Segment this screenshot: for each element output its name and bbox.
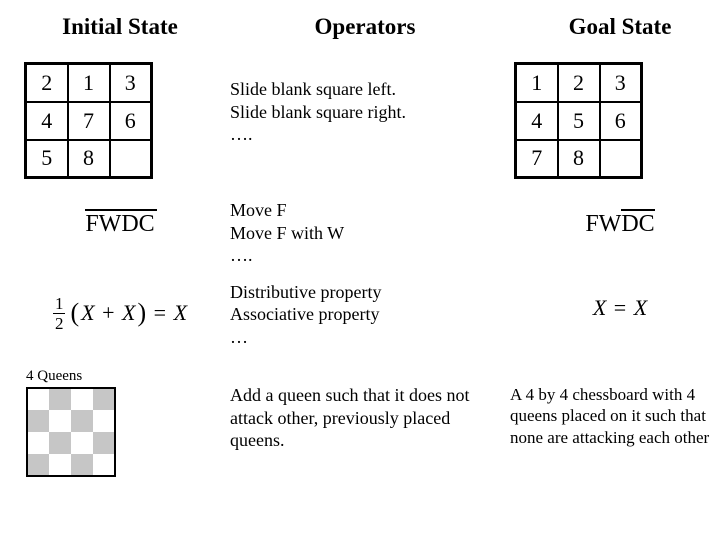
algebra-goal: X = X	[510, 277, 720, 359]
puzzle-cell: 6	[600, 102, 642, 140]
queens-operators: Add a queen such that it does not attack…	[230, 358, 500, 487]
fraction-icon: 12	[53, 295, 66, 332]
header-goal: Goal State	[510, 14, 720, 40]
puzzle-cell: 2	[558, 64, 600, 102]
math-expression: X = X	[593, 295, 647, 321]
operator-line: …	[230, 326, 500, 349]
puzzle-cell: 7	[516, 140, 558, 178]
operator-line: Slide blank square right.	[230, 101, 500, 124]
puzzle-cell: 3	[600, 64, 642, 102]
puzzle-cell: 5	[26, 140, 68, 178]
fwdc-label: FWDC	[585, 211, 654, 238]
fwdc-goal: FWDC	[510, 189, 720, 277]
puzzle-operators: Slide blank square left. Slide blank squ…	[230, 52, 500, 189]
puzzle-cell	[600, 140, 642, 178]
puzzle-cell: 4	[516, 102, 558, 140]
fwdc-operators: Move F Move F with W ….	[230, 189, 500, 277]
puzzle-cell: 4	[26, 102, 68, 140]
queens-initial: 4 Queens	[20, 358, 220, 487]
header-operators: Operators	[230, 14, 500, 40]
header-initial: Initial State	[20, 14, 220, 40]
fwdc-text: FWDC	[85, 211, 154, 237]
operator-line: Move F	[230, 199, 500, 222]
operator-line: Associative property	[230, 303, 500, 326]
overline-icon	[621, 209, 655, 211]
overline-icon	[85, 209, 157, 211]
puzzle-goal: 1 2 3 4 5 6 7 8	[510, 52, 720, 189]
queens-label: 4 Queens	[26, 368, 220, 385]
puzzle-cell: 5	[558, 102, 600, 140]
puzzle-cell: 6	[110, 102, 152, 140]
puzzle-cell: 3	[110, 64, 152, 102]
puzzle-cell: 8	[558, 140, 600, 178]
puzzle-initial: 2 1 3 4 7 6 5 8	[20, 52, 220, 189]
puzzle-cell: 2	[26, 64, 68, 102]
math-expression: 12 ( X + X ) = X	[53, 295, 187, 332]
operator-line: Distributive property	[230, 281, 500, 304]
fwdc-label: FWDC	[85, 211, 154, 238]
goal-text: A 4 by 4 chessboard with 4 queens placed…	[510, 384, 720, 448]
operator-line: ….	[230, 244, 500, 267]
puzzle-grid-goal: 1 2 3 4 5 6 7 8	[514, 62, 643, 179]
puzzle-grid-initial: 2 1 3 4 7 6 5 8	[24, 62, 153, 179]
puzzle-cell: 8	[68, 140, 110, 178]
queens-goal: A 4 by 4 chessboard with 4 queens placed…	[510, 358, 720, 487]
operator-line: Move F with W	[230, 222, 500, 245]
algebra-operators: Distributive property Associative proper…	[230, 277, 500, 359]
puzzle-cell: 1	[68, 64, 110, 102]
fwdc-initial: FWDC	[20, 189, 220, 277]
chessboard	[26, 387, 116, 477]
fwdc-text: FWDC	[585, 211, 654, 237]
operator-line: Add a queen such that it does not attack…	[230, 384, 500, 452]
operator-line: Slide blank square left.	[230, 78, 500, 101]
puzzle-cell: 1	[516, 64, 558, 102]
operator-line: ….	[230, 123, 500, 146]
puzzle-cell	[110, 140, 152, 178]
puzzle-cell: 7	[68, 102, 110, 140]
algebra-initial: 12 ( X + X ) = X	[20, 277, 220, 359]
